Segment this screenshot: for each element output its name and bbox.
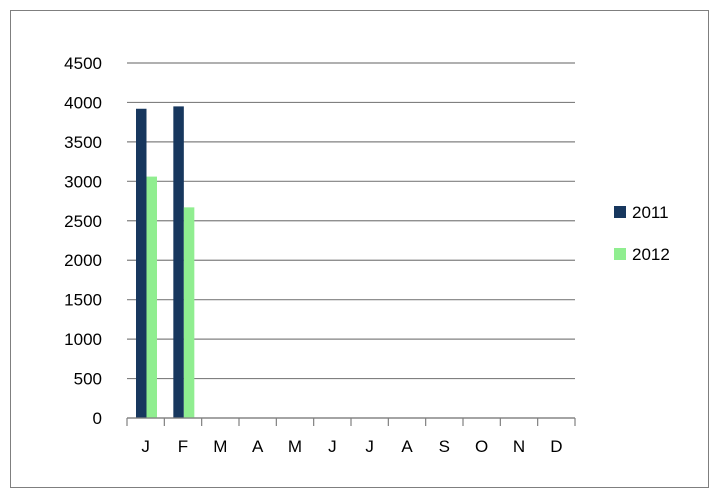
x-tick-label: J [328,437,337,456]
bar-2012-F [183,207,195,418]
bar-2011-J [136,108,147,418]
y-tick-label: 4500 [64,54,102,73]
legend-label-2011: 2011 [632,203,669,222]
bar-2011-F [173,106,184,418]
legend-swatch-2012 [614,248,626,260]
bar-2012-J [146,176,157,418]
y-axis-tick-labels: 0 500 1000 1500 2000 2500 3000 3500 4000 4500 [64,54,102,428]
x-tick-label: A [401,437,413,456]
x-tick-label: A [252,437,264,456]
y-tick-label: 2000 [64,251,102,270]
bars [136,106,195,418]
x-tick-label: D [550,437,562,456]
x-axis [126,417,576,426]
x-tick-label: J [141,437,150,456]
x-tick-label: N [513,437,525,456]
x-tick-label: J [365,437,374,456]
x-tick-label: M [288,437,302,456]
y-tick-label: 2500 [64,212,102,231]
legend-label-2012: 2012 [632,245,670,264]
legend: 2011 2012 [614,203,670,264]
y-tick-label: 500 [74,370,102,389]
y-tick-label: 4000 [64,93,102,112]
y-tick-label: 1000 [64,330,102,349]
legend-swatch-2011 [614,206,626,218]
x-tick-label: M [213,437,227,456]
y-tick-label: 1500 [64,291,102,310]
chart-frame [10,10,709,488]
x-tick-label: S [439,437,450,456]
x-tick-label: F [178,437,188,456]
x-tick-label: O [475,437,488,456]
y-tick-label: 3500 [64,133,102,152]
y-tick-label: 0 [93,409,102,428]
y-tick-label: 3000 [64,172,102,191]
